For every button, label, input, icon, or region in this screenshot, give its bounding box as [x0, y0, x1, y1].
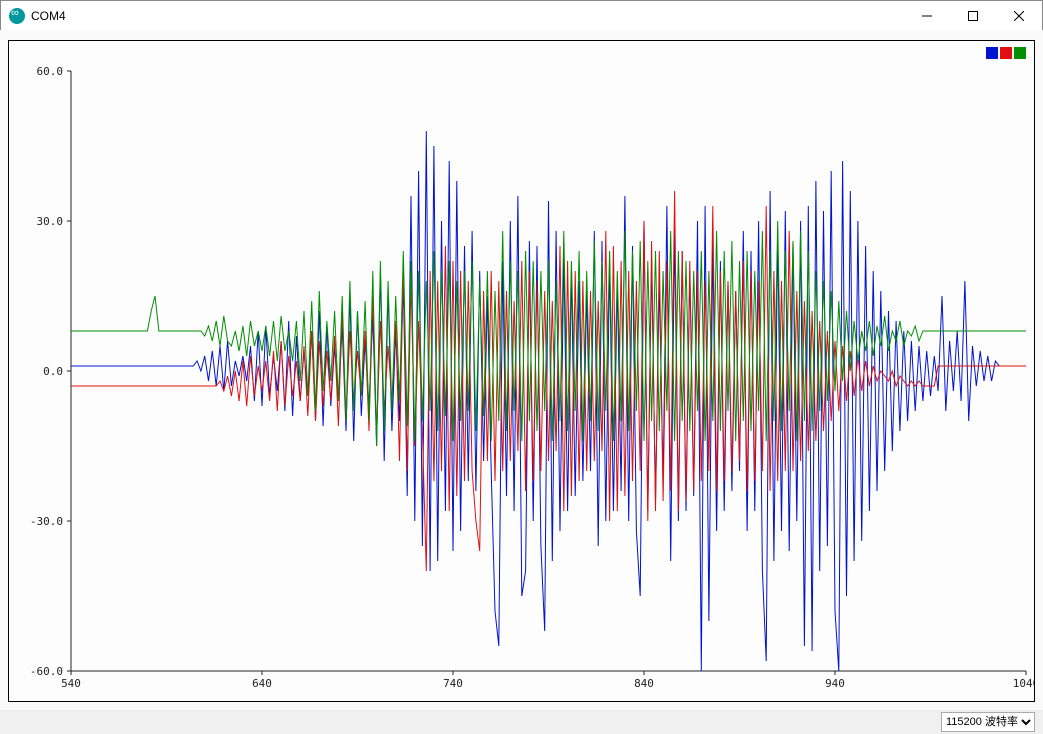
svg-text:60.0: 60.0 [37, 65, 64, 78]
svg-text:30.0: 30.0 [37, 215, 64, 228]
svg-text:-30.0: -30.0 [30, 515, 63, 528]
title-bar: COM4 [1, 1, 1042, 31]
svg-text:1040: 1040 [1013, 677, 1034, 690]
svg-text:940: 940 [825, 677, 845, 690]
svg-text:-60.0: -60.0 [30, 665, 63, 678]
close-button[interactable] [996, 1, 1042, 31]
svg-text:640: 640 [252, 677, 272, 690]
svg-text:840: 840 [634, 677, 654, 690]
status-bar: 9600 波特率19200 波特率38400 波特率57600 波特率11520… [0, 710, 1043, 734]
svg-text:0.0: 0.0 [43, 365, 63, 378]
baud-rate-select[interactable]: 9600 波特率19200 波特率38400 波特率57600 波特率11520… [941, 712, 1035, 732]
maximize-button[interactable] [950, 1, 996, 31]
arduino-icon [9, 8, 25, 24]
plot-container: -60.0 -30.0 0.0 30.0 60.0 540 640 740 840 940 1040 [8, 40, 1035, 702]
window-title: COM4 [31, 9, 66, 23]
serial-plot: -60.0 -30.0 0.0 30.0 60.0 540 640 740 840 940 1040 [9, 41, 1034, 701]
svg-text:540: 540 [61, 677, 81, 690]
svg-text:740: 740 [443, 677, 463, 690]
minimize-button[interactable] [904, 1, 950, 31]
window-controls [904, 1, 1042, 31]
content-area: -60.0 -30.0 0.0 30.0 60.0 540 640 740 840 940 1040 [0, 30, 1043, 710]
